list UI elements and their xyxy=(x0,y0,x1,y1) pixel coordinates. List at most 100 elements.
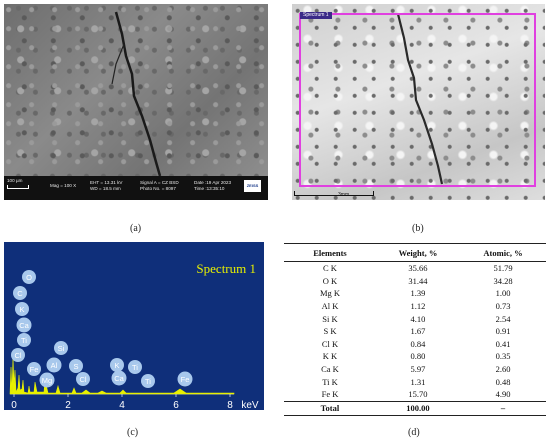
header-elements: Elements xyxy=(284,243,376,262)
table-row: C K 35.66 51.79 xyxy=(284,262,546,275)
weight-cell: 5.97 xyxy=(410,364,426,375)
element-cell: Cl K xyxy=(321,338,339,349)
weight-cell: 1.31 xyxy=(410,376,426,387)
table-row: Mg K 1.39 1.00 xyxy=(284,287,546,300)
peak-label: C xyxy=(17,289,23,298)
element-cell: O K xyxy=(322,275,338,286)
peak-label: Ti xyxy=(21,336,27,345)
x-tick-label: 0 xyxy=(11,400,17,410)
sem-image-b: Spectrum 1 3mm xyxy=(292,4,545,200)
peak-label: K xyxy=(19,305,24,314)
caption-d: (d) xyxy=(408,427,420,438)
spectrum-title: Spectrum 1 xyxy=(196,261,256,276)
eds-spectrum-panel: Spectrum 1 O C K xyxy=(4,242,264,410)
peak-label: Ca xyxy=(19,321,29,330)
date-text: Date :19 Apr 2023 xyxy=(194,180,232,185)
caption-a: (a) xyxy=(130,223,142,234)
element-cell: Ca K xyxy=(321,364,339,375)
element-cell: C K xyxy=(323,263,337,274)
element-cell: S K xyxy=(323,326,337,337)
x-tick-label: 6 xyxy=(173,400,179,410)
element-cell: Mg K xyxy=(319,288,341,299)
wd-text: WD = 18.5 mm xyxy=(90,186,121,191)
atomic-cell: 2.54 xyxy=(495,313,511,324)
x-axis-ticks xyxy=(13,394,231,397)
header-weight: Weight, % xyxy=(375,243,460,262)
total-atomic: – xyxy=(460,400,546,416)
atomic-cell: 0.35 xyxy=(495,351,511,362)
total-label: Total xyxy=(284,400,376,416)
crack-a xyxy=(111,11,162,177)
weight-cell: 1.12 xyxy=(410,301,426,312)
table-row: S K 1.67 0.91 xyxy=(284,325,546,338)
spectrum-peaks xyxy=(9,356,235,395)
atomic-cell: 0.73 xyxy=(495,301,511,312)
scale-label-b: 3mm xyxy=(338,192,350,198)
peak-label: Mg xyxy=(42,376,52,385)
atomic-cell: 0.91 xyxy=(495,326,511,337)
table-row: Al K 1.12 0.73 xyxy=(284,300,546,313)
sem-info-bar: 100 µm Mag = 100 X EHT = 13.31 kV WD = 1… xyxy=(4,176,268,200)
element-cell: K K xyxy=(322,351,338,362)
table-row: K K 0.80 0.35 xyxy=(284,350,546,363)
atomic-cell: 1.00 xyxy=(495,288,511,299)
element-cell: Si K xyxy=(322,313,338,324)
peak-label: S xyxy=(73,362,78,371)
crack-b xyxy=(396,13,444,185)
scale-label-a: 100 µm xyxy=(7,178,23,183)
eds-spectrum-chart: Spectrum 1 O C K xyxy=(9,261,259,410)
composition-table: Elements Weight, % Atomic, % C K 35.66 51.… xyxy=(284,243,546,416)
weight-cell: 0.80 xyxy=(410,351,426,362)
sem-micrograph-a xyxy=(4,4,268,177)
element-cell: Fe K xyxy=(321,389,339,400)
total-weight: 100.00 xyxy=(375,400,460,416)
atomic-cell: 34.28 xyxy=(493,275,513,286)
weight-cell: 35.66 xyxy=(408,263,428,274)
caption-b: (b) xyxy=(412,223,424,234)
x-tick-label: 2 xyxy=(65,400,71,410)
sem-image-a: 100 µm Mag = 100 X EHT = 13.31 kV WD = 1… xyxy=(4,4,268,200)
atomic-cell: 0.48 xyxy=(495,376,511,387)
peak-label: Al xyxy=(51,361,58,370)
table-row: Cl K 0.84 0.41 xyxy=(284,338,546,351)
atomic-cell: 2.60 xyxy=(495,364,511,375)
element-cell: Al K xyxy=(321,301,339,312)
zeiss-logo: ZEISS xyxy=(244,180,261,192)
scale-bar-b xyxy=(294,191,374,196)
peak-label: Ti xyxy=(132,363,138,372)
atomic-cell: 4.90 xyxy=(495,389,511,400)
composition-table-panel: Elements Weight, % Atomic, % C K 35.66 51.… xyxy=(284,243,546,416)
eht-text: EHT = 13.31 kV xyxy=(90,180,123,185)
x-tick-label: 8 xyxy=(227,400,233,410)
time-text: Time :13:35:10 xyxy=(194,186,225,191)
x-axis-unit: keV xyxy=(241,400,259,410)
peak-label: Cl xyxy=(14,351,21,360)
weight-cell: 1.39 xyxy=(410,288,426,299)
weight-cell: 1.67 xyxy=(410,326,426,337)
table-row: Fe K 15.70 4.90 xyxy=(284,388,546,401)
peak-label-circles xyxy=(11,270,193,388)
table-total-row: Total 100.00– xyxy=(284,400,546,416)
spectrum-region-rect xyxy=(299,13,536,187)
peak-label: Ca xyxy=(114,374,124,383)
signal-text: Signal A = CZ BSD xyxy=(140,180,179,185)
photo-text: Photo No. = 8097 xyxy=(140,186,176,191)
x-tick-label: 4 xyxy=(119,400,125,410)
mag-text: Mag = 100 X xyxy=(50,183,77,188)
weight-cell: 15.70 xyxy=(408,389,428,400)
table-row: O K 31.44 34.28 xyxy=(284,275,546,288)
header-atomic: Atomic, % xyxy=(460,243,546,262)
table-row: Ca K 5.97 2.60 xyxy=(284,363,546,376)
peak-label: Ti xyxy=(145,377,151,386)
peak-label: Si xyxy=(58,344,65,353)
spectrum-region-label: Spectrum 1 xyxy=(300,12,332,19)
peak-label: K xyxy=(114,361,119,370)
scale-bar-a xyxy=(7,185,29,189)
atomic-cell: 0.41 xyxy=(495,338,511,349)
peak-label: O xyxy=(26,273,32,282)
weight-cell: 31.44 xyxy=(408,275,428,286)
peak-label: Cl xyxy=(79,375,86,384)
atomic-cell: 51.79 xyxy=(493,263,513,274)
sem-micrograph-b xyxy=(292,4,545,200)
peak-label: Fe xyxy=(30,365,39,374)
